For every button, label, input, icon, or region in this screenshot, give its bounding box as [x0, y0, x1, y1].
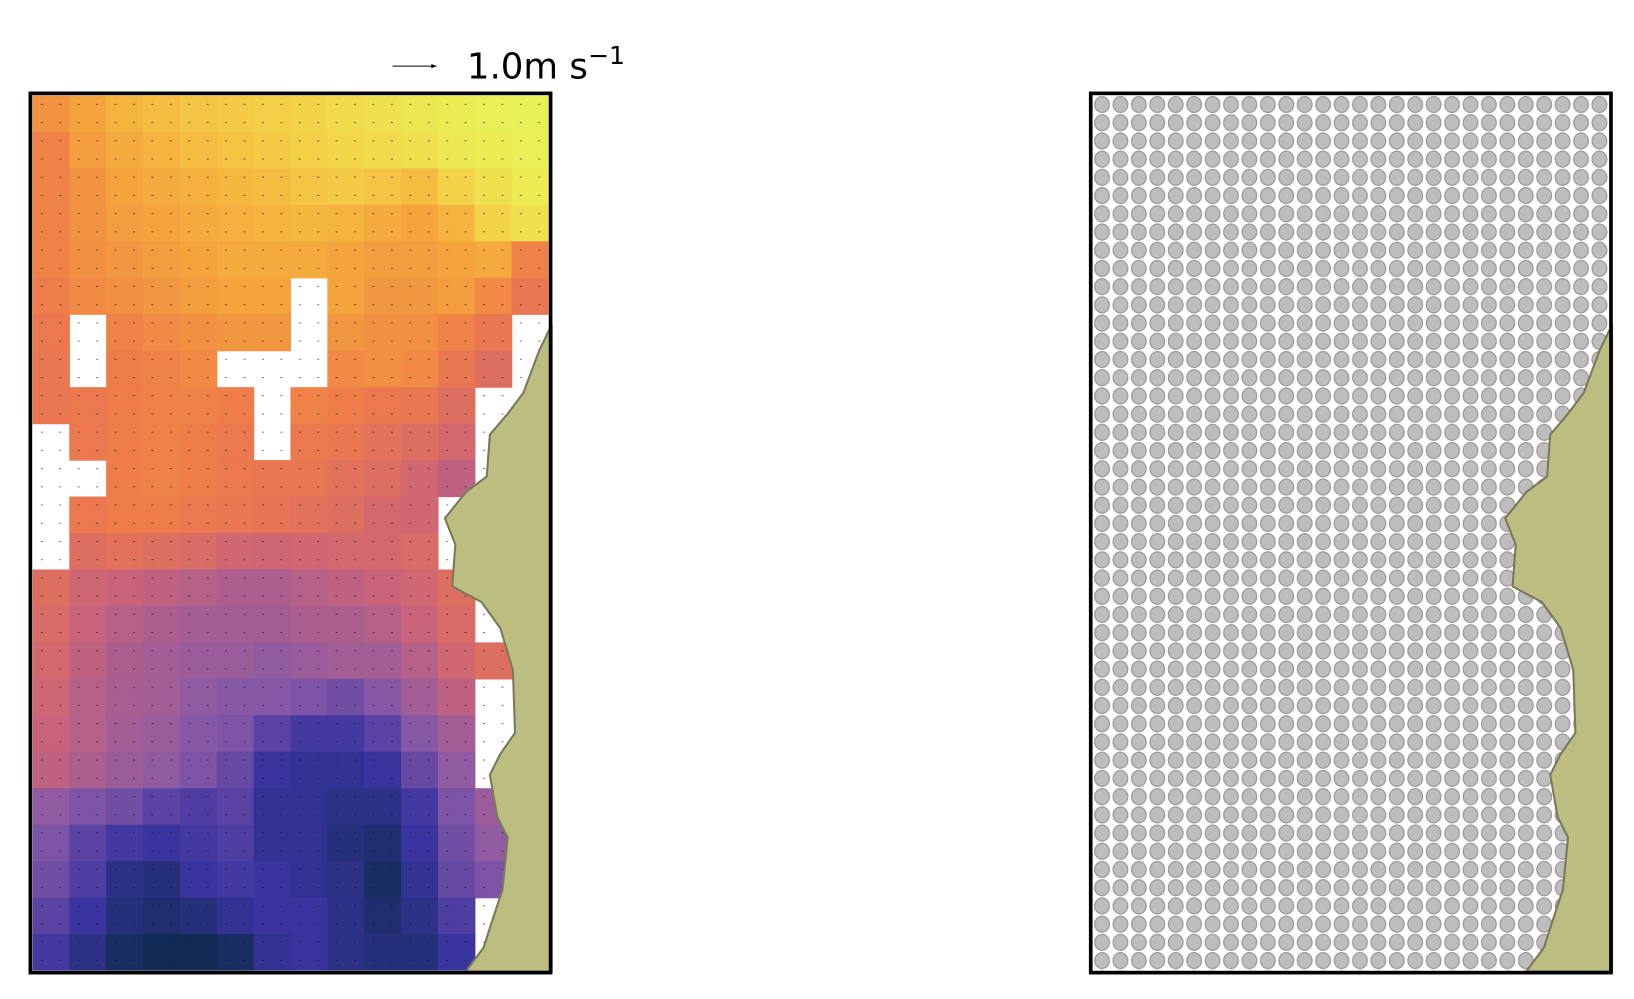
quiver-key-text: 1.0m s — [467, 47, 588, 88]
quiver-key-label: 1.0m s−1 — [467, 41, 625, 88]
panel-frame — [1088, 91, 1613, 975]
land — [443, 324, 553, 973]
quiver-key-arrowhead — [431, 64, 437, 69]
quiver-key: 1.0m s−1 — [392, 41, 625, 88]
panel-frame — [28, 91, 553, 975]
quiver-key-exponent: −1 — [588, 41, 625, 70]
land — [1504, 324, 1614, 973]
